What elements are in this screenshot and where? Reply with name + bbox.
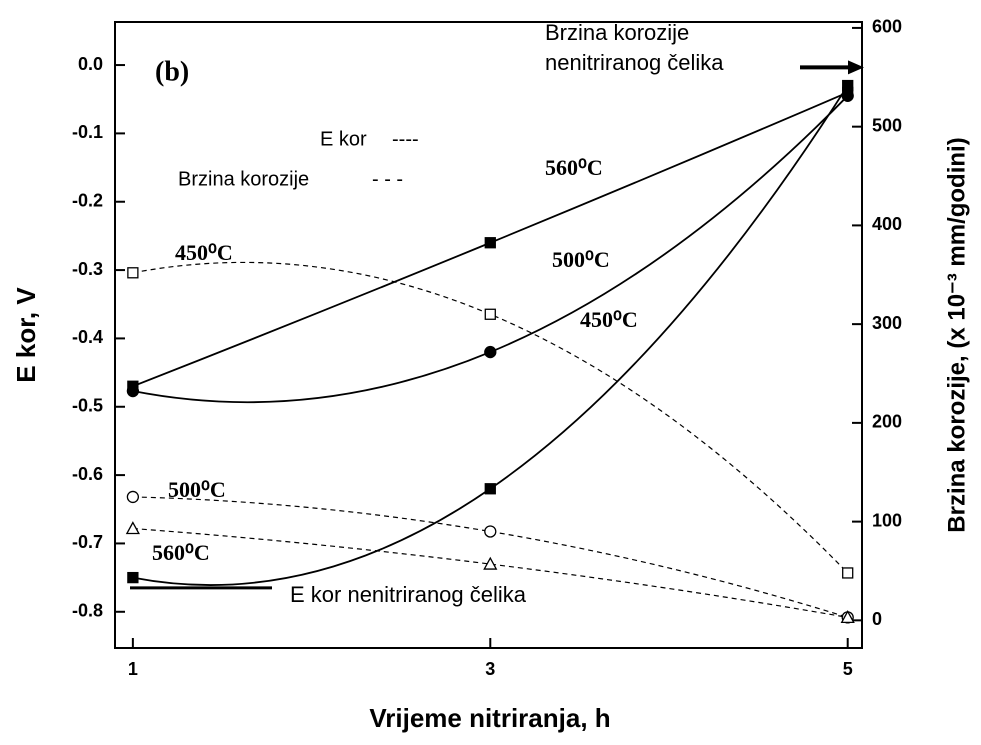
x-tick-label: 1 [128, 659, 138, 679]
series-label: 500⁰C [168, 477, 226, 502]
marker [484, 483, 496, 495]
series-line [132, 261, 849, 574]
y2-tick-label: 500 [872, 115, 902, 135]
y-tick-label: -0.6 [72, 464, 103, 484]
series-label: 450⁰C [175, 240, 233, 265]
marker [127, 267, 139, 279]
y-axis-label: E kor, V [11, 287, 41, 383]
y-tick-label: -0.4 [72, 327, 103, 347]
series-label: 560⁰C [152, 540, 210, 565]
panel-label: (b) [155, 56, 189, 87]
marker [126, 384, 140, 398]
marker [125, 521, 140, 535]
plot-frame [114, 21, 863, 649]
y2-tick-label: 300 [872, 313, 902, 333]
marker [484, 237, 496, 249]
y2-tick-label: 0 [872, 609, 882, 629]
marker [842, 79, 854, 92]
series-label: 450⁰C [580, 307, 638, 332]
x-axis-label: Vrijeme nitriranja, h [369, 703, 610, 733]
y2-tick-label: 400 [872, 214, 902, 234]
legend-sample: ---- [392, 128, 419, 150]
marker [484, 308, 496, 320]
x-tick-label: 3 [485, 659, 495, 679]
y2-tick-label: 200 [872, 412, 902, 432]
y2-axis-label: Brzina korozije, (x 10⁻³ mm/godini) [943, 137, 970, 532]
series-label: 500⁰C [552, 247, 610, 272]
y2-tick-label: 100 [872, 510, 902, 530]
marker [484, 525, 497, 538]
series-line [132, 496, 848, 618]
y-tick-label: -0.3 [72, 259, 103, 279]
y-tick-label: 0.0 [78, 54, 103, 74]
reference-label: Brzina korozije [545, 20, 689, 45]
y-tick-label: -0.2 [72, 190, 103, 210]
marker [840, 610, 855, 624]
x-tick-label: 5 [843, 659, 853, 679]
legend-label: Brzina korozije [178, 168, 309, 190]
legend-sample: - - - [372, 168, 403, 190]
series-label: 560⁰C [545, 155, 603, 180]
reference-label: E kor nenitriranog čelika [290, 582, 527, 607]
y-tick-label: -0.1 [72, 122, 103, 142]
reference-label: nenitriranog čelika [545, 50, 724, 75]
marker [484, 345, 497, 359]
marker [842, 567, 854, 579]
y-tick-label: -0.8 [72, 601, 103, 621]
y-tick-label: -0.7 [72, 532, 103, 552]
arrow-head [848, 60, 864, 75]
y-tick-label: -0.5 [72, 396, 103, 416]
y2-tick-label: 600 [872, 17, 902, 37]
marker [126, 490, 140, 504]
marker [483, 556, 498, 570]
legend-label: E kor [320, 128, 367, 150]
series-line [132, 85, 849, 586]
marker [127, 571, 139, 584]
